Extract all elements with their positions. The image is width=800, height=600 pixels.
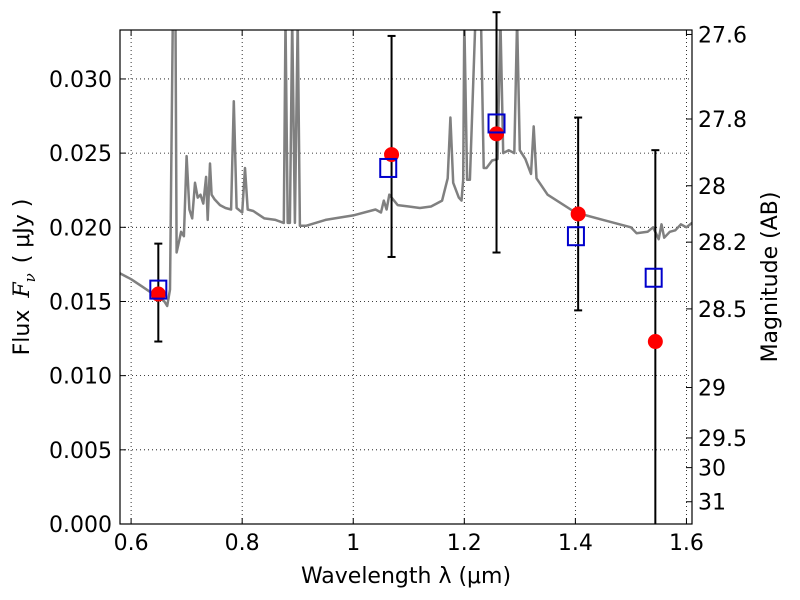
y2-tick-label: 31	[698, 491, 726, 516]
x-tick-label: 1.4	[558, 531, 593, 556]
observed-point	[489, 126, 505, 142]
y-axis-title-prefix: Flux	[10, 310, 35, 356]
y2-axis-title: Magnitude (AB)	[758, 192, 783, 363]
observed-point	[647, 334, 663, 350]
x-tick-label: 0.8	[225, 531, 260, 556]
error-bars	[154, 11, 660, 524]
axes: 0.6 0.8 1 1.2 1.4 1.6 0.000 0.005 0.010 0.015 0.02…	[49, 23, 747, 556]
y-tick-label: 0.010	[49, 365, 112, 390]
y-tick-label: 0.020	[49, 216, 112, 241]
y2-tick-label: 27.6	[698, 23, 747, 48]
y-axis-title-units: ( μJy )	[10, 199, 35, 264]
x-tick-label: 1.6	[669, 531, 704, 556]
y-tick-label: 0.000	[49, 513, 112, 538]
y2-tick-label: 28	[698, 175, 726, 200]
x-tick-label: 0.6	[114, 531, 149, 556]
model-point	[566, 226, 585, 247]
x-axis-title: Wavelength λ (μm)	[301, 564, 511, 589]
grid	[120, 30, 692, 525]
y-tick-label: 0.030	[49, 68, 112, 93]
y2-tick-label: 30	[698, 457, 726, 482]
y2-tick-label: 28.2	[698, 231, 747, 256]
plot-frame	[119, 29, 693, 525]
y-axis-title-subscript: ν	[21, 273, 39, 282]
y-axis-title: Flux Fν ( μJy )	[10, 199, 39, 356]
y2-tick-label: 29.5	[698, 427, 747, 452]
y2-tick-label: 28.5	[698, 298, 747, 323]
y-tick-label: 0.025	[49, 142, 112, 167]
model-point	[644, 267, 663, 288]
observed-point	[570, 206, 586, 222]
x-tick-label: 1.2	[447, 531, 482, 556]
plot-area	[120, 30, 692, 308]
model-point	[487, 113, 506, 134]
x-tick-label: 1	[346, 531, 360, 556]
y-tick-label: 0.015	[49, 290, 112, 315]
markers	[149, 113, 663, 350]
y2-tick-label: 27.8	[698, 108, 747, 133]
model-point	[149, 279, 168, 300]
y-tick-label: 0.005	[49, 439, 112, 464]
y2-tick-label: 29	[698, 377, 726, 402]
model-point	[379, 157, 398, 178]
y-axis-title-symbol: F	[10, 282, 35, 299]
spectrum-line	[120, 30, 692, 308]
